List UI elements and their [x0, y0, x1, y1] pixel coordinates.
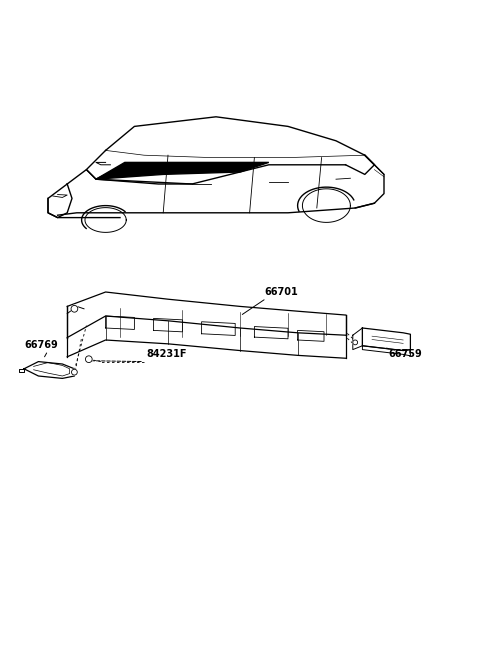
Text: 84231F: 84231F [146, 349, 187, 359]
Text: 66759: 66759 [389, 349, 422, 359]
Polygon shape [19, 369, 24, 372]
Circle shape [353, 340, 358, 345]
Text: 66701: 66701 [264, 287, 298, 297]
Circle shape [85, 356, 92, 363]
Text: 66769: 66769 [24, 340, 58, 350]
Circle shape [72, 369, 77, 375]
Polygon shape [96, 163, 269, 179]
Circle shape [71, 306, 78, 312]
